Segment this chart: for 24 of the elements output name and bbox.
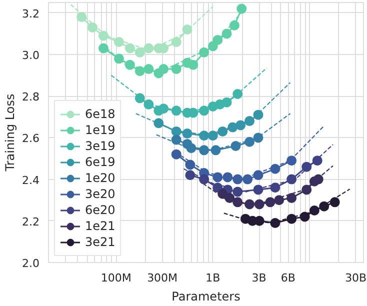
x-tick-label: 300M xyxy=(147,272,178,284)
y-tick-label: 3.2 xyxy=(22,7,40,20)
y-tick-label: 2.0 xyxy=(22,257,40,270)
legend-label: 6e18 xyxy=(85,106,116,122)
x-tick-label: 6B xyxy=(280,272,296,284)
legend-label: 1e21 xyxy=(85,218,116,234)
y-tick-label: 2.6 xyxy=(22,132,40,146)
x-tick-label: 1B xyxy=(206,272,220,284)
legend-label: 3e20 xyxy=(85,186,116,202)
x-axis-title: Parameters xyxy=(172,290,240,304)
y-axis-title: Training Loss xyxy=(3,94,18,172)
legend-label: 1e19 xyxy=(85,122,116,138)
legend-label: 3e21 xyxy=(85,234,116,250)
legend-label: 3e19 xyxy=(85,138,116,154)
x-tick-label: 100M xyxy=(100,272,132,284)
legend-label: 1e20 xyxy=(85,170,116,186)
legend-label: 6e19 xyxy=(85,154,116,170)
legend-label: 6e20 xyxy=(85,202,116,218)
x-tick-label: 30B xyxy=(345,272,367,284)
x-tick-label: 3B xyxy=(252,272,266,284)
y-tick-label: 3.0 xyxy=(22,49,40,62)
y-tick-label: 2.4 xyxy=(22,174,40,187)
y-tick-label: 2.2 xyxy=(22,215,40,228)
y-tick-label: 2.8 xyxy=(22,90,40,104)
